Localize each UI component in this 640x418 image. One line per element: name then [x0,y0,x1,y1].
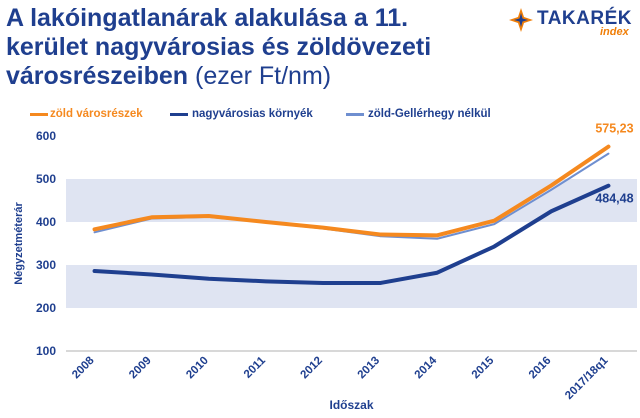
takarek-logo-icon [509,8,533,32]
x-tick-label: 2015 [470,354,497,381]
y-tick-label: 400 [36,215,56,229]
x-tick-label: 2017/18q1 [563,354,611,402]
legend-swatch-zold [30,113,48,116]
chart-title: A lakóingatlanárak alakulása a 11. kerül… [6,4,486,91]
x-axis-title: Időszak [329,398,373,412]
x-tick-label: 2010 [184,355,211,382]
legend-swatch-gellerhegy [346,113,364,116]
series-line-1 [92,183,611,286]
x-tick-label: 2016 [527,355,554,382]
y-tick-label: 200 [36,301,56,315]
x-tick-label: 2013 [356,355,383,382]
x-tick-label: 2011 [242,354,269,381]
y-tick-label: 100 [36,344,56,358]
x-tick-label: 2014 [413,354,440,381]
data-label: 575,23 [595,122,633,136]
x-tick-label: 2012 [298,355,325,382]
x-tick-label: 2008 [70,354,97,381]
y-tick-label: 600 [36,129,56,143]
y-tick-label: 500 [36,172,56,186]
logo-sub: index [600,26,629,38]
chart-title-main: A lakóingatlanárak alakulása a 11. kerül… [6,4,432,90]
legend-item-nagyvarosias: nagyvárosias környék [192,108,313,120]
chart-title-unit: (ezer Ft/nm) [188,62,332,90]
takarek-logo: TAKARÉK index [505,6,635,42]
y-axis-title: Négyzetméterár [13,202,25,285]
chart-legend: zöld városrészek nagyvárosias környék zö… [30,106,640,124]
grid-band [66,265,637,308]
legend-item-zold: zöld városrészek [50,108,143,120]
x-tick-label: 2009 [127,355,154,382]
legend-item-gellerhegy: zöld-Gellérhegy nélkül [368,108,491,120]
data-label: 484,48 [595,192,633,206]
legend-swatch-nagyvarosias [170,113,188,116]
logo-name: TAKARÉK [537,8,632,29]
series-line-0 [92,144,611,238]
y-tick-label: 300 [36,258,56,272]
